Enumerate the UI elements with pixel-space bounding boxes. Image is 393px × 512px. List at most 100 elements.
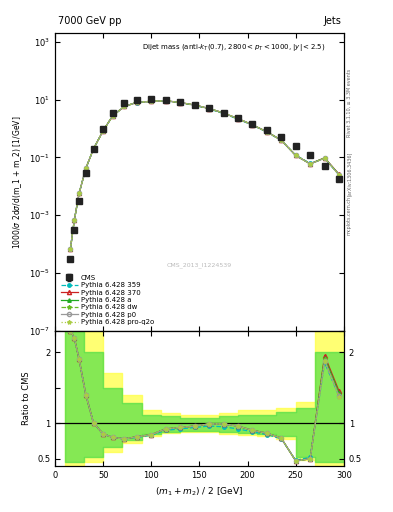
Pythia 6.428 370 xyxy=(250,122,255,128)
Pythia 6.428 370 xyxy=(279,137,284,143)
Pythia 6.428 pro-q2o xyxy=(192,102,197,108)
Pythia 6.428 359 xyxy=(337,172,342,178)
Pythia 6.428 370 xyxy=(68,246,73,252)
Pythia 6.428 370 xyxy=(293,153,298,159)
Pythia 6.428 dw xyxy=(264,129,269,135)
Text: Jets: Jets xyxy=(323,16,341,26)
Pythia 6.428 a xyxy=(221,110,226,116)
Pythia 6.428 370 xyxy=(322,155,327,161)
X-axis label: $(m_1 + m_2)$ / 2 [GeV]: $(m_1 + m_2)$ / 2 [GeV] xyxy=(155,485,244,498)
Pythia 6.428 a xyxy=(134,99,139,105)
Line: Pythia 6.428 dw: Pythia 6.428 dw xyxy=(68,99,341,251)
Pythia 6.428 a xyxy=(101,127,106,134)
Pythia 6.428 pro-q2o xyxy=(134,99,139,105)
Pythia 6.428 dw xyxy=(337,172,342,178)
Pythia 6.428 370 xyxy=(308,161,312,167)
Text: CMS_2013_I1224539: CMS_2013_I1224539 xyxy=(167,263,232,268)
Pythia 6.428 359 xyxy=(163,98,168,104)
Pythia 6.428 a xyxy=(308,161,312,167)
Pythia 6.428 370 xyxy=(192,102,197,108)
Pythia 6.428 370 xyxy=(207,105,211,112)
Pythia 6.428 370 xyxy=(149,98,154,104)
Pythia 6.428 359 xyxy=(110,113,115,119)
Pythia 6.428 p0 xyxy=(264,129,269,135)
Text: Dijet mass (anti-$k_T$(0.7), 2800$<p_T<$1000, $|y|<$2.5): Dijet mass (anti-$k_T$(0.7), 2800$<p_T<$… xyxy=(142,42,325,53)
Pythia 6.428 359 xyxy=(77,190,81,197)
Pythia 6.428 p0 xyxy=(72,218,77,224)
Pythia 6.428 359 xyxy=(250,122,255,128)
Pythia 6.428 370 xyxy=(236,116,241,122)
Pythia 6.428 p0 xyxy=(122,103,127,110)
Pythia 6.428 359 xyxy=(221,111,226,117)
Pythia 6.428 p0 xyxy=(207,105,211,112)
Pythia 6.428 pro-q2o xyxy=(77,190,81,197)
Pythia 6.428 a xyxy=(192,102,197,108)
Pythia 6.428 a xyxy=(207,105,211,112)
Pythia 6.428 pro-q2o xyxy=(149,98,154,104)
Pythia 6.428 dw xyxy=(77,190,81,197)
Pythia 6.428 p0 xyxy=(279,137,284,143)
Pythia 6.428 pro-q2o xyxy=(91,146,96,152)
Pythia 6.428 a xyxy=(236,116,241,122)
Pythia 6.428 p0 xyxy=(192,102,197,108)
Pythia 6.428 pro-q2o xyxy=(178,99,183,105)
Pythia 6.428 p0 xyxy=(163,98,168,104)
Pythia 6.428 dw xyxy=(134,99,139,105)
Pythia 6.428 370 xyxy=(77,190,81,197)
Pythia 6.428 pro-q2o xyxy=(101,127,106,134)
Pythia 6.428 dw xyxy=(72,218,77,224)
Line: Pythia 6.428 p0: Pythia 6.428 p0 xyxy=(68,99,341,251)
Pythia 6.428 dw xyxy=(91,146,96,152)
Pythia 6.428 359 xyxy=(178,100,183,106)
Pythia 6.428 359 xyxy=(293,152,298,158)
Pythia 6.428 359 xyxy=(279,137,284,143)
Pythia 6.428 359 xyxy=(134,99,139,105)
Pythia 6.428 dw xyxy=(236,116,241,122)
Pythia 6.428 pro-q2o xyxy=(221,110,226,116)
Legend: CMS, Pythia 6.428 359, Pythia 6.428 370, Pythia 6.428 a, Pythia 6.428 dw, Pythia: CMS, Pythia 6.428 359, Pythia 6.428 370,… xyxy=(59,273,156,327)
Pythia 6.428 p0 xyxy=(178,99,183,105)
Pythia 6.428 dw xyxy=(83,165,88,172)
Pythia 6.428 dw xyxy=(122,103,127,110)
Pythia 6.428 p0 xyxy=(149,98,154,104)
Pythia 6.428 359 xyxy=(207,106,211,112)
Pythia 6.428 370 xyxy=(134,99,139,105)
Text: [arXiv:1306.3436]: [arXiv:1306.3436] xyxy=(347,152,352,196)
Pythia 6.428 p0 xyxy=(77,190,81,197)
Pythia 6.428 pro-q2o xyxy=(207,105,211,112)
Pythia 6.428 359 xyxy=(122,103,127,110)
Pythia 6.428 pro-q2o xyxy=(322,155,327,161)
Pythia 6.428 370 xyxy=(337,171,342,177)
Line: Pythia 6.428 pro-q2o: Pythia 6.428 pro-q2o xyxy=(68,99,341,251)
Pythia 6.428 dw xyxy=(68,246,73,252)
Pythia 6.428 dw xyxy=(322,155,327,161)
Pythia 6.428 a xyxy=(163,98,168,104)
Pythia 6.428 pro-q2o xyxy=(279,137,284,143)
Pythia 6.428 p0 xyxy=(110,113,115,119)
Pythia 6.428 pro-q2o xyxy=(264,129,269,135)
Pythia 6.428 a xyxy=(250,122,255,128)
Pythia 6.428 pro-q2o xyxy=(236,116,241,122)
Pythia 6.428 370 xyxy=(83,165,88,172)
Pythia 6.428 a xyxy=(68,246,73,252)
Pythia 6.428 a xyxy=(293,153,298,159)
Pythia 6.428 a xyxy=(322,155,327,161)
Pythia 6.428 a xyxy=(122,103,127,110)
Y-axis label: 1000/$\sigma$ 2d$\sigma$/d(m_1 + m_2) [1/GeV]: 1000/$\sigma$ 2d$\sigma$/d(m_1 + m_2) [1… xyxy=(11,115,24,249)
Pythia 6.428 pro-q2o xyxy=(110,113,115,119)
Y-axis label: Ratio to CMS: Ratio to CMS xyxy=(22,372,31,425)
Pythia 6.428 p0 xyxy=(322,155,327,161)
Pythia 6.428 pro-q2o xyxy=(308,161,312,167)
Pythia 6.428 a xyxy=(337,172,342,178)
Pythia 6.428 dw xyxy=(207,105,211,112)
Pythia 6.428 a xyxy=(110,113,115,119)
Pythia 6.428 359 xyxy=(192,102,197,109)
Text: mcplots.cern.ch: mcplots.cern.ch xyxy=(347,196,352,234)
Pythia 6.428 a xyxy=(83,165,88,172)
Line: Pythia 6.428 370: Pythia 6.428 370 xyxy=(68,99,341,251)
Pythia 6.428 359 xyxy=(68,246,73,252)
Pythia 6.428 p0 xyxy=(101,127,106,134)
Pythia 6.428 a xyxy=(72,218,77,224)
Pythia 6.428 dw xyxy=(293,153,298,159)
Pythia 6.428 dw xyxy=(178,99,183,105)
